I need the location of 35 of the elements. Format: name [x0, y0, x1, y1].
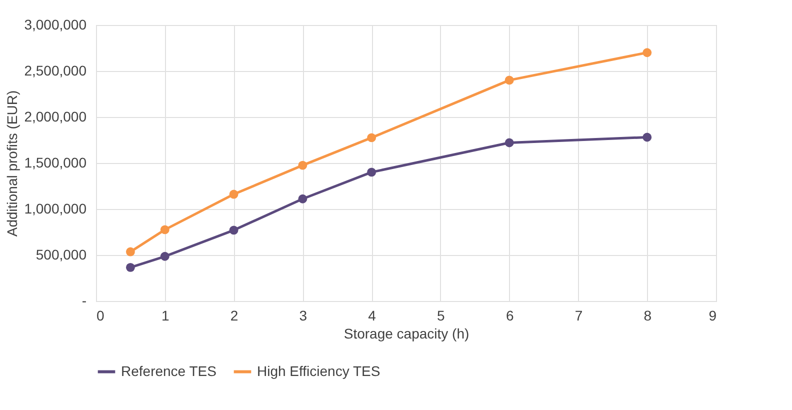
point — [160, 225, 170, 234]
point — [126, 247, 135, 256]
point — [126, 262, 135, 272]
point — [298, 160, 308, 170]
y-tick-label: 500,000 — [36, 246, 87, 262]
y-tick-label: 3,000,000 — [24, 16, 87, 32]
x-tick-label: 9 — [708, 308, 717, 324]
y-tick-label: 2,000,000 — [24, 108, 87, 124]
x-tick-label: 1 — [161, 308, 170, 324]
point — [642, 132, 652, 142]
point — [367, 168, 376, 177]
point — [229, 226, 238, 235]
x-tick-label: 5 — [437, 308, 446, 324]
point — [642, 48, 652, 58]
y-tick-label: 1,500,000 — [24, 154, 87, 170]
point — [160, 252, 170, 261]
x-axis-title: Storage capacity (h) — [344, 326, 470, 342]
x-tick-label: 3 — [299, 308, 308, 324]
point — [367, 133, 376, 142]
x-tick-label: 2 — [230, 308, 238, 324]
point — [504, 76, 514, 85]
x-tick-label: 0 — [96, 308, 104, 324]
point — [298, 194, 308, 204]
x-tick-label: 6 — [506, 308, 514, 324]
x-tick-label: 4 — [368, 308, 376, 324]
x-tick-label: 8 — [644, 308, 652, 324]
y-axis-title: Additional profits (EUR) — [4, 90, 20, 237]
point — [229, 190, 238, 199]
y-tick-label: 1,000,000 — [24, 200, 87, 216]
y-tick-label: 2,500,000 — [24, 62, 87, 78]
legend-label: High Efficiency TES — [257, 362, 380, 379]
point — [504, 138, 514, 148]
y-tick-label: - — [82, 292, 87, 308]
legend-label: Reference TES — [121, 362, 216, 379]
x-tick-label: 7 — [574, 308, 583, 324]
